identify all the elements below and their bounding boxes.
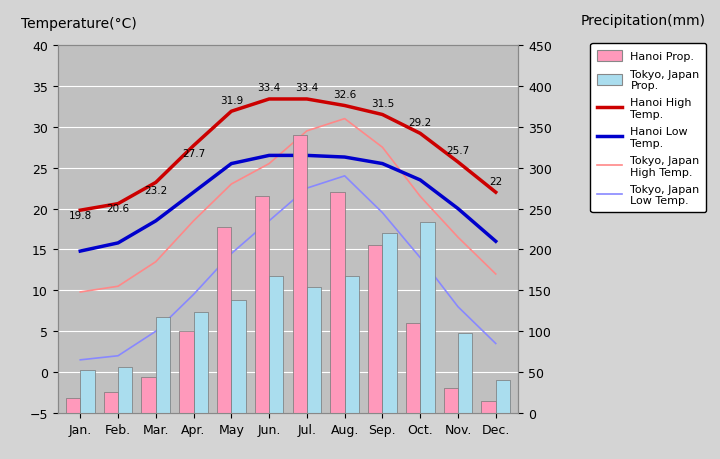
Bar	[368, 246, 382, 413]
Bar	[292, 136, 307, 413]
Bar	[104, 392, 118, 413]
Bar	[269, 276, 284, 413]
Bar	[194, 312, 208, 413]
Bar	[66, 398, 80, 413]
Bar	[307, 287, 321, 413]
Bar	[345, 276, 359, 413]
Text: 25.7: 25.7	[446, 146, 469, 156]
Bar	[179, 331, 194, 413]
Bar	[458, 333, 472, 413]
Bar	[482, 401, 496, 413]
Text: Temperature(°C): Temperature(°C)	[21, 17, 137, 31]
Text: 31.9: 31.9	[220, 95, 243, 106]
Text: 33.4: 33.4	[258, 83, 281, 93]
Bar	[496, 381, 510, 413]
Text: 33.4: 33.4	[295, 83, 318, 93]
Text: 23.2: 23.2	[144, 185, 168, 195]
Bar	[420, 222, 435, 413]
Bar	[382, 234, 397, 413]
Legend: Hanoi Prop., Tokyo, Japan
Prop., Hanoi High
Temp., Hanoi Low
Temp., Tokyo, Japan: Hanoi Prop., Tokyo, Japan Prop., Hanoi H…	[590, 44, 706, 213]
Bar	[141, 377, 156, 413]
Bar	[444, 389, 458, 413]
Bar	[118, 367, 132, 413]
Bar	[80, 371, 94, 413]
Bar	[231, 301, 246, 413]
Bar	[330, 193, 345, 413]
Bar	[255, 197, 269, 413]
Text: 31.5: 31.5	[371, 99, 394, 109]
Text: 27.7: 27.7	[182, 149, 205, 158]
Bar	[156, 317, 170, 413]
Text: 19.8: 19.8	[68, 211, 92, 220]
Bar	[406, 323, 420, 413]
Bar	[217, 227, 231, 413]
Text: 20.6: 20.6	[107, 204, 130, 214]
Text: Precipitation(mm): Precipitation(mm)	[580, 14, 706, 28]
Text: 22: 22	[489, 176, 503, 186]
Text: 32.6: 32.6	[333, 90, 356, 100]
Text: 29.2: 29.2	[408, 118, 432, 128]
